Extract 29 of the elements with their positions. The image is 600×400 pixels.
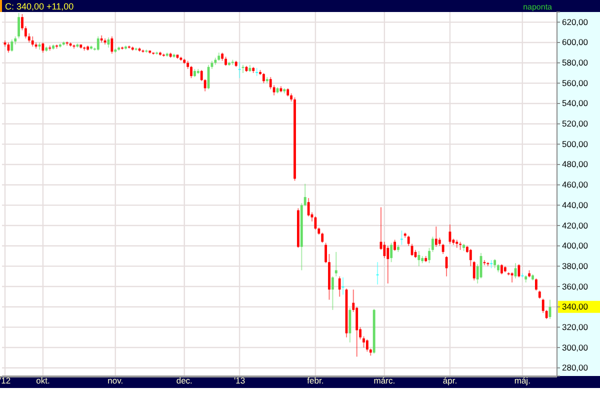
y-tick-label: 520,00 bbox=[562, 118, 588, 129]
y-tick-label: 340,00 bbox=[562, 302, 588, 312]
y-tick-label: 320,00 bbox=[562, 322, 588, 332]
y-tick-label: 580,00 bbox=[562, 58, 588, 68]
y-tick-label: 360,00 bbox=[562, 281, 588, 292]
y-tick-label: 540,00 bbox=[562, 98, 588, 108]
x-tick-label: ápr. bbox=[442, 376, 458, 386]
x-tick-label: nov. bbox=[108, 376, 124, 386]
chart-title: C: 340,00 +11,00 bbox=[5, 2, 74, 12]
text: naponta bbox=[523, 2, 553, 12]
x-tick-label: okt. bbox=[36, 376, 50, 386]
y-tick-label: 460,00 bbox=[562, 180, 588, 190]
y-tick-label: 560,00 bbox=[562, 78, 588, 88]
y-tick-label: 480,00 bbox=[562, 159, 588, 170]
y-tick-label: 280,00 bbox=[562, 362, 588, 373]
x-tick-label: '12 bbox=[0, 376, 11, 386]
y-tick-label: 620,00 bbox=[562, 16, 588, 27]
x-tick-label: dec. bbox=[176, 376, 192, 386]
x-tick-label: '13 bbox=[234, 376, 246, 386]
x-tick-label: márc. bbox=[374, 376, 396, 386]
x-tick-label: máj. bbox=[514, 376, 530, 386]
y-tick-label: 380,00 bbox=[562, 260, 588, 271]
y-tick-label: 300,00 bbox=[562, 342, 588, 352]
y-tick-label: 420,00 bbox=[562, 220, 588, 230]
y-tick-label: 600,00 bbox=[562, 37, 588, 48]
y-tick-label: 400,00 bbox=[562, 240, 588, 251]
x-tick-label: febr. bbox=[307, 376, 324, 386]
y-tick-label: 500,00 bbox=[562, 138, 588, 149]
y-tick-label: 440,00 bbox=[562, 200, 588, 210]
